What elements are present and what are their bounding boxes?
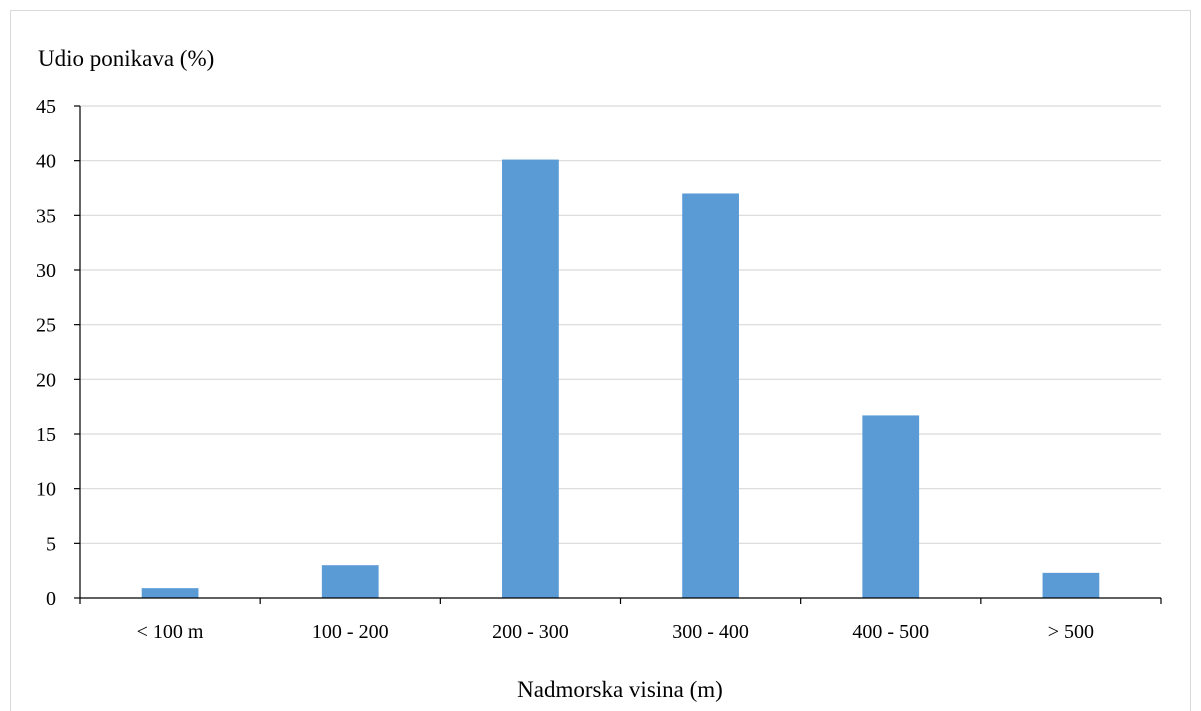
bar-3: [682, 193, 739, 598]
y-tick-label-0: 0: [46, 588, 56, 610]
y-tick-label-45: 45: [36, 96, 56, 118]
y-tick-label-10: 10: [36, 479, 56, 501]
y-tick-label-35: 35: [36, 205, 56, 227]
y-tick-label-5: 5: [46, 533, 56, 555]
bar-1: [321, 565, 379, 598]
tick-labels: 0 5 10 15 20 25 30 35 40 45 < 100 m 100 - 200 200 - …: [36, 96, 1094, 643]
y-tick-label-20: 20: [36, 369, 56, 391]
y-tick-label-30: 30: [36, 260, 56, 282]
x-tick-label-0: < 100 m: [137, 621, 204, 643]
x-tick-label-4: 400 - 500: [852, 621, 929, 643]
bar-2: [502, 159, 559, 598]
bar-5: [1042, 572, 1100, 598]
x-tick-label-1: 100 - 200: [312, 621, 389, 643]
bar-4: [862, 415, 920, 598]
gridlines: [80, 105, 1161, 544]
y-tick-label-25: 25: [36, 315, 56, 337]
y-axis-title: Udio ponikava (%): [38, 46, 214, 71]
bars: [141, 159, 1100, 598]
x-tick-label-2: 200 - 300: [492, 621, 569, 643]
y-tick-label-15: 15: [36, 424, 56, 446]
x-axis-title: Nadmorska visina (m): [517, 677, 723, 702]
y-tick-label-40: 40: [36, 151, 56, 173]
x-tick-label-3: 300 - 400: [672, 621, 749, 643]
x-tick-label-5: > 500: [1048, 621, 1094, 643]
chart-frame: [10, 10, 1191, 711]
bar-0: [141, 588, 199, 598]
axes: [74, 105, 1162, 604]
